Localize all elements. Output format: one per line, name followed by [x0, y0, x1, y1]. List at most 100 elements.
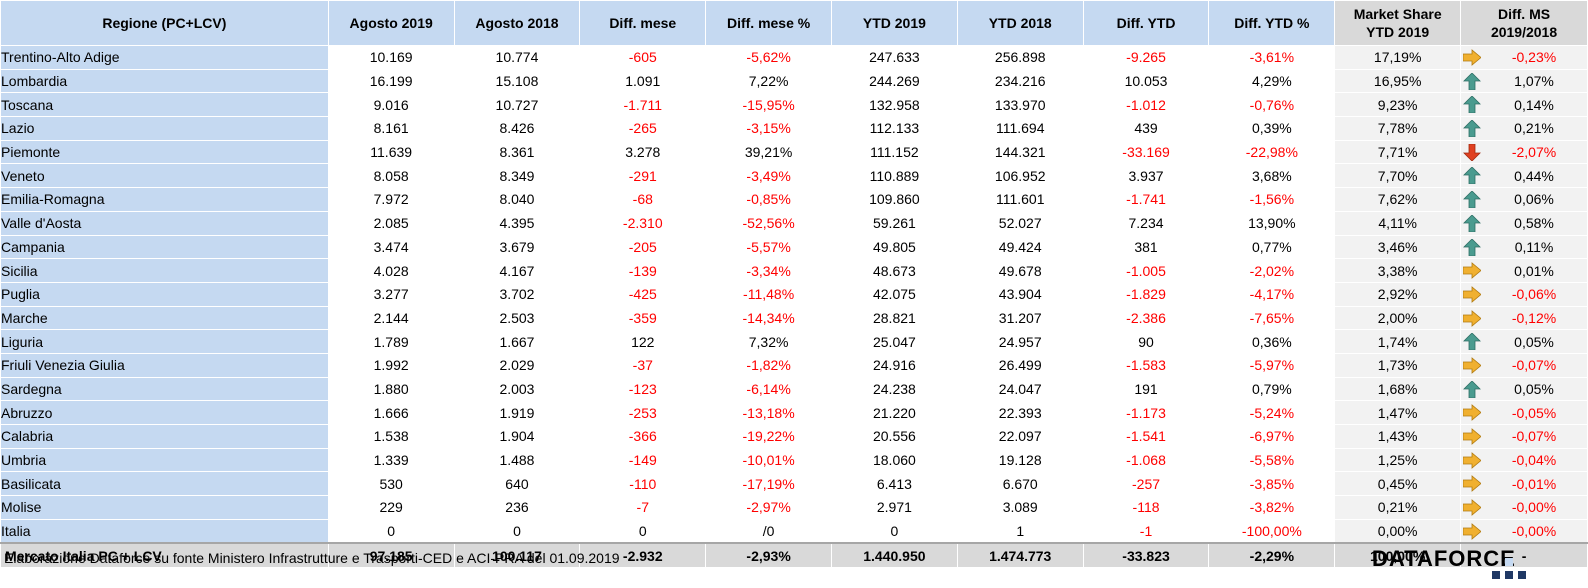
table-row: Abruzzo 1.666 1.919 -253 -13,18% 21.220 22.393…	[0, 400, 1588, 425]
arrow-right-icon	[1463, 309, 1482, 327]
cell-diff-ms: 0,14%	[1460, 92, 1588, 118]
cell-ytd-2019: 6.413	[831, 471, 958, 497]
table-row: Lazio 8.161 8.426 -265 -3,15% 112.133 111.694 4…	[0, 116, 1588, 141]
cell-ytd-2018: 111.601	[956, 187, 1084, 212]
cell-market-share: 7,78%	[1334, 116, 1462, 141]
cell-region: Mercato Italia PC + LCV	[0, 542, 329, 569]
cell-diff-ytd-pct: -100,00%	[1208, 518, 1336, 544]
cell-region: Friuli Venezia Giulia	[0, 352, 329, 378]
cell-agosto-2018: 2.029	[453, 352, 581, 378]
cell-ytd-2019: 111.152	[831, 139, 958, 165]
cell-diff-mese: -366	[579, 424, 707, 449]
cell-ytd-2019: 112.133	[831, 116, 958, 141]
logo-text: DATAFORCE	[1372, 546, 1516, 571]
cell-market-share: 2,00%	[1334, 305, 1462, 331]
cell-diff-ms: 0,05%	[1460, 376, 1588, 402]
cell-diff-mese-pct: -52,56%	[705, 210, 832, 236]
cell-diff-mese-pct: /0	[705, 518, 832, 544]
table-row: Calabria 1.538 1.904 -366 -19,22% 20.556 22.09…	[0, 424, 1588, 449]
arrow-up-icon	[1463, 214, 1482, 232]
arrow-right-icon	[1463, 475, 1482, 493]
cell-market-share: 1,25%	[1334, 447, 1462, 473]
cell-diff-ytd: -9.265	[1082, 45, 1210, 70]
col-header-agosto-2018: Agosto 2018	[453, 0, 581, 46]
cell-diff-mese: -37	[579, 352, 707, 378]
cell-agosto-2018: 1.488	[453, 447, 581, 473]
cell-diff-ytd: 191	[1082, 376, 1210, 402]
table-row: Sardegna 1.880 2.003 -123 -6,14% 24.238 24.047…	[0, 376, 1588, 402]
cell-diff-mese-pct: -2,97%	[705, 495, 832, 520]
cell-region: Valle d'Aosta	[0, 210, 329, 236]
cell-ytd-2018: 1.474.773	[956, 542, 1084, 569]
cell-diff-ms: 1,07%	[1460, 68, 1588, 94]
cell-diff-mese: -265	[579, 116, 707, 141]
cell-diff-ms: -0,05%	[1460, 400, 1588, 425]
cell-diff-ytd: -1.012	[1082, 92, 1210, 118]
source-footnote: Elaborazione Dataforce su fonte Minister…	[4, 550, 620, 566]
col-header-diff-ytd-pct: Diff. YTD %	[1208, 0, 1336, 46]
cell-diff-mese: -110	[579, 471, 707, 497]
cell-diff-ytd-pct: -3,85%	[1208, 471, 1336, 497]
cell-ytd-2018: 133.970	[956, 92, 1084, 118]
cell-diff-ytd-pct: -5,97%	[1208, 352, 1336, 378]
diff-ms-value: 1,07%	[1514, 73, 1554, 90]
cell-ytd-2019: 28.821	[831, 305, 958, 331]
cell-diff-ytd-pct: 0,39%	[1208, 116, 1336, 141]
cell-diff-ytd: -1.583	[1082, 352, 1210, 378]
cell-market-share: 17,19%	[1334, 45, 1462, 70]
cell-ytd-2019: 59.261	[831, 210, 958, 236]
cell-diff-mese-pct: -17,19%	[705, 471, 832, 497]
table-row: Campania 3.474 3.679 -205 -5,57% 49.805 49.424…	[0, 234, 1588, 260]
cell-agosto-2019: 16.199	[327, 68, 455, 94]
diff-ms-value: 0,06%	[1514, 191, 1554, 208]
col-header-agosto-2019: Agosto 2019	[327, 0, 455, 46]
arrow-right-icon	[1463, 357, 1482, 374]
cell-diff-ms: 0,58%	[1460, 210, 1588, 236]
cell-agosto-2018: 236	[453, 495, 581, 520]
cell-diff-mese: -2.310	[579, 210, 707, 236]
diff-ms-value: -0,07%	[1511, 428, 1557, 445]
table-row: Veneto 8.058 8.349 -291 -3,49% 110.889 106.952…	[0, 163, 1588, 189]
cell-agosto-2019: 97.185	[327, 542, 455, 569]
cell-diff-ytd: -118	[1082, 495, 1210, 520]
table-header-row: Regione (PC+LCV) Agosto 2019 Agosto 2018…	[0, 0, 1588, 46]
cell-region: Molise	[0, 495, 329, 520]
cell-diff-mese-pct: -3,34%	[705, 258, 832, 283]
total-row: Mercato Italia PC + LCV 97.185 100.117 -2.9…	[0, 542, 1588, 569]
cell-agosto-2018: 100.117	[453, 542, 581, 569]
cell-agosto-2018: 1.904	[453, 424, 581, 449]
cell-market-share: 1,74%	[1334, 329, 1462, 354]
cell-diff-ytd-pct: -22,98%	[1208, 139, 1336, 165]
cell-ytd-2019: 1.440.950	[831, 542, 958, 569]
cell-region: Abruzzo	[0, 400, 329, 425]
cell-diff-ytd-pct: -5,58%	[1208, 447, 1336, 473]
cell-diff-ytd: -1.068	[1082, 447, 1210, 473]
table-row: Valle d'Aosta 2.085 4.395 -2.310 -52,56% 59.2…	[0, 210, 1588, 236]
diff-ms-value: -0,01%	[1511, 475, 1557, 492]
logo-square	[1492, 571, 1500, 579]
cell-agosto-2019: 1.880	[327, 376, 455, 402]
table-row: Friuli Venezia Giulia 1.992 2.029 -37 -1,82%…	[0, 352, 1588, 378]
cell-market-share: 0,45%	[1334, 471, 1462, 497]
diff-ms-value: -0,12%	[1511, 309, 1557, 326]
cell-diff-ms: -0,00%	[1460, 518, 1588, 544]
arrow-up-icon	[1463, 380, 1482, 398]
cell-agosto-2019: 2.085	[327, 210, 455, 236]
cell-diff-ytd-pct: 0,79%	[1208, 376, 1336, 402]
cell-ytd-2018: 49.424	[956, 234, 1084, 260]
arrow-up-icon	[1463, 72, 1482, 90]
cell-agosto-2018: 10.727	[453, 92, 581, 118]
cell-agosto-2018: 2.503	[453, 305, 581, 331]
cell-market-share: 9,23%	[1334, 92, 1462, 118]
cell-diff-ms: 0,21%	[1460, 116, 1588, 141]
cell-region: Puglia	[0, 281, 329, 307]
cell-diff-mese-pct: -2,93%	[705, 542, 832, 569]
cell-agosto-2019: 1.538	[327, 424, 455, 449]
cell-ytd-2019: 42.075	[831, 281, 958, 307]
table-row: Marche 2.144 2.503 -359 -14,34% 28.821 31.207-…	[0, 305, 1588, 331]
cell-diff-ytd: 10.053	[1082, 68, 1210, 94]
cell-diff-ms: 0,06%	[1460, 187, 1588, 212]
cell-ytd-2018: 22.097	[956, 424, 1084, 449]
cell-ytd-2019: 21.220	[831, 400, 958, 425]
cell-region: Toscana	[0, 92, 329, 118]
